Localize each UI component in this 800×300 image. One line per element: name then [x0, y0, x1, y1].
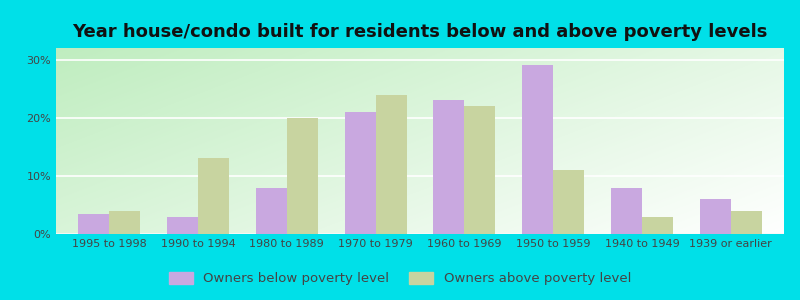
Bar [287, 118, 318, 234]
Bar [167, 217, 198, 234]
Bar [553, 170, 584, 234]
Bar [464, 106, 495, 234]
Bar [522, 65, 553, 234]
Bar [256, 188, 287, 234]
Bar [376, 94, 406, 234]
Bar [611, 188, 642, 234]
Bar [434, 100, 464, 234]
Bar [700, 199, 730, 234]
Bar [730, 211, 762, 234]
Legend: Owners below poverty level, Owners above poverty level: Owners below poverty level, Owners above… [164, 266, 636, 290]
Bar [642, 217, 673, 234]
Bar [345, 112, 376, 234]
Title: Year house/condo built for residents below and above poverty levels: Year house/condo built for residents bel… [72, 23, 768, 41]
Bar [198, 158, 229, 234]
Bar [78, 214, 110, 234]
Bar [110, 211, 140, 234]
